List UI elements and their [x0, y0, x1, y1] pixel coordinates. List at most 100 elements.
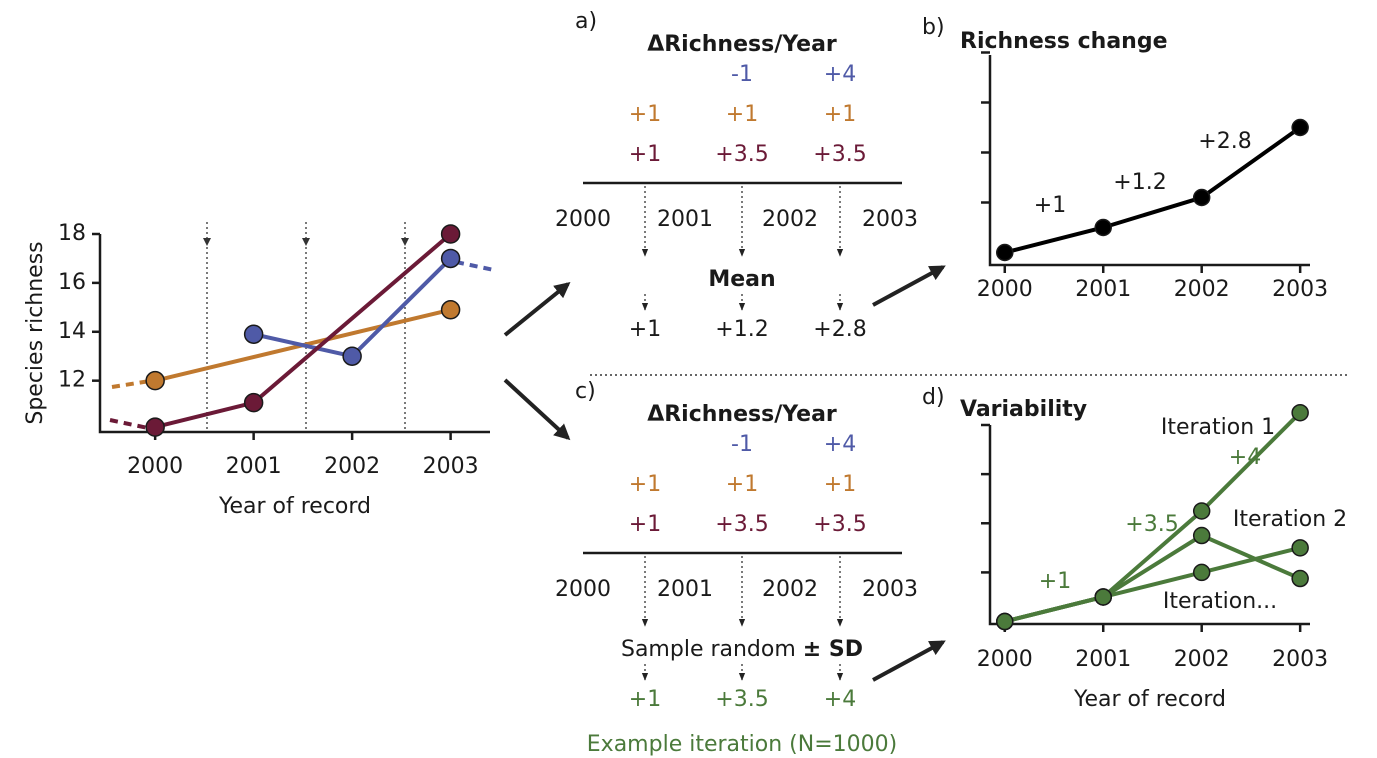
point — [1192, 563, 1211, 582]
chart-title: Richness change — [960, 29, 1168, 54]
year-label: 2000 — [555, 207, 611, 232]
panel-label: a) — [575, 9, 597, 34]
rate: +4 — [824, 62, 856, 87]
x-tick-label: 2001 — [226, 454, 282, 479]
panel-label: c) — [575, 379, 596, 404]
axes — [98, 234, 490, 434]
point — [440, 248, 461, 269]
series-label: Iteration 2 — [1233, 507, 1347, 532]
year-label: 2000 — [555, 577, 611, 602]
panel-label: b) — [922, 15, 945, 40]
arrow — [503, 281, 571, 337]
rate: +1 — [629, 102, 661, 127]
arrow — [503, 378, 571, 441]
chart-title: Variability — [960, 397, 1087, 422]
guide-heads — [203, 238, 409, 246]
axes — [988, 55, 1310, 267]
result: +1 — [629, 687, 661, 712]
point — [1291, 539, 1309, 557]
axes — [988, 425, 1310, 626]
x-tick-label: 2002 — [1174, 647, 1230, 672]
x-tick-label: 2003 — [423, 454, 479, 479]
point — [1094, 218, 1112, 237]
y-axis-label: Species richness — [23, 241, 48, 424]
point — [1291, 569, 1309, 588]
rate: +1 — [629, 472, 661, 497]
point — [440, 224, 461, 244]
x-tick-label: 2001 — [1075, 647, 1131, 672]
rate: +1 — [726, 472, 758, 497]
body: 12 14 16 18 2000 2001 2002 2003 Species richness… — [23, 9, 1347, 757]
point — [1291, 118, 1309, 137]
step-part: Sample random — [621, 637, 803, 662]
point — [145, 370, 165, 391]
year-label: 2003 — [862, 207, 918, 232]
rate: +1 — [629, 142, 661, 167]
result: +2.8 — [813, 317, 866, 342]
rate: +1 — [824, 102, 856, 127]
point — [342, 346, 362, 366]
series-line — [1004, 545, 1301, 624]
year-label: 2001 — [657, 577, 713, 602]
series-line — [154, 232, 452, 430]
x-tick-label: 2000 — [127, 454, 183, 479]
left-guides — [109, 222, 495, 432]
result: +1.2 — [715, 317, 768, 342]
step-part: Mean — [708, 267, 775, 292]
arrow — [872, 640, 946, 682]
rate: +3.5 — [715, 512, 768, 537]
annotation: +1 — [1039, 569, 1071, 594]
point — [440, 300, 461, 320]
y-tick-label: 12 — [58, 368, 86, 393]
result: +1 — [629, 317, 661, 342]
rate: +4 — [824, 432, 856, 457]
stub — [109, 418, 149, 430]
connector-arrows — [503, 265, 946, 682]
rate: +3.5 — [813, 512, 866, 537]
point — [145, 417, 165, 437]
x-tick-label: 2000 — [977, 277, 1033, 302]
year-label: 2002 — [762, 207, 818, 232]
stub — [455, 260, 495, 272]
x-tick-label: 2000 — [977, 647, 1033, 672]
panel-label: d) — [922, 385, 945, 410]
annotation: +1 — [1034, 193, 1066, 218]
point — [1291, 403, 1309, 422]
caption: Example iteration (N=1000) — [587, 732, 897, 757]
series-label: Iteration 1 — [1161, 415, 1275, 440]
step-label: Sample random ± SD — [621, 637, 863, 662]
x-axis-label: Year of record — [218, 494, 371, 519]
stub — [111, 379, 151, 389]
point — [243, 324, 264, 344]
annotation: +3.5 — [1125, 512, 1178, 537]
panel-title: ΔRichness/Year — [647, 32, 837, 57]
annotation: +1.2 — [1113, 170, 1166, 195]
rate: +3.5 — [715, 142, 768, 167]
y-tick-label: 16 — [58, 270, 86, 295]
x-tick-label: 2003 — [1272, 277, 1328, 302]
point — [1094, 588, 1112, 606]
rate: +1 — [726, 102, 758, 127]
rate: -1 — [731, 62, 753, 87]
result: +3.5 — [715, 687, 768, 712]
point — [1192, 526, 1211, 545]
step-part: ± SD — [803, 637, 863, 662]
x-tick-label: 2003 — [1272, 647, 1328, 672]
point — [1192, 502, 1211, 520]
x-tick-label: 2001 — [1075, 277, 1131, 302]
y-tick-label: 14 — [58, 319, 86, 344]
rate: -1 — [731, 432, 753, 457]
x-tick-label: 2002 — [324, 454, 380, 479]
series-label: Iteration... — [1163, 589, 1277, 614]
panel-title: ΔRichness/Year — [647, 402, 837, 427]
point — [996, 243, 1014, 262]
result: +4 — [824, 687, 856, 712]
year-label: 2003 — [862, 577, 918, 602]
point — [996, 612, 1014, 631]
point — [243, 392, 264, 413]
series-line — [1004, 125, 1302, 255]
series-line — [253, 257, 453, 359]
rate: +1 — [824, 472, 856, 497]
x-axis-label: Year of record — [1073, 687, 1226, 712]
